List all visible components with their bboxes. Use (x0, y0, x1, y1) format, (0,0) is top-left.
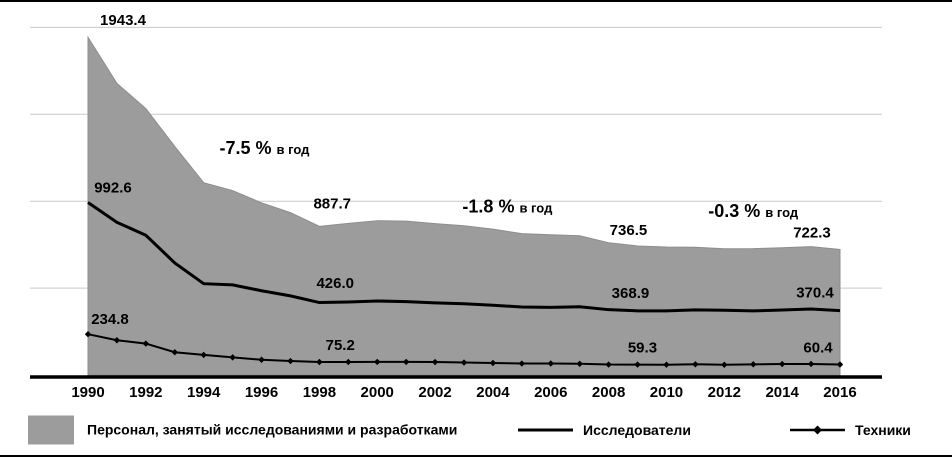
technician-marker-icon (431, 358, 439, 366)
technician-marker-icon (807, 360, 815, 368)
x-tick-label: 1994 (187, 384, 221, 401)
x-tick-label: 2000 (361, 384, 394, 401)
trend-annotation: -0.3 % в год (708, 201, 799, 221)
point-label: 234.8 (91, 311, 129, 328)
technician-marker-icon (84, 330, 92, 338)
technician-marker-icon (750, 361, 757, 368)
technician-marker-icon (489, 359, 497, 367)
point-label: 370.4 (796, 285, 834, 302)
point-label: 59.3 (628, 340, 657, 357)
legend-item-researchers: Исследователи (518, 422, 691, 438)
x-tick-label: 2010 (650, 384, 683, 401)
x-tick-label: 2004 (476, 384, 510, 401)
area-swatch-icon (28, 415, 74, 444)
rnd-personnel-chart: 1990 1992 1994 1996 1998 2000 2002 2004 2006 2008… (30, 12, 882, 401)
technician-marker-icon (345, 358, 352, 366)
legend-item-technicians: Техники (790, 422, 911, 438)
point-label: 426.0 (316, 275, 354, 292)
area-series-personnel (87, 35, 841, 376)
x-tick-label: 1998 (303, 384, 336, 401)
technician-marker-icon (229, 354, 236, 361)
legend-label-technicians: Техники (855, 421, 911, 438)
technician-marker-icon (518, 360, 526, 367)
x-tick-label: 1996 (245, 384, 278, 401)
point-label: 1943.4 (100, 12, 147, 29)
technician-marker-icon (200, 351, 207, 359)
x-tick-label: 2002 (418, 384, 451, 401)
legend-label-personnel: Персонал, занятый исследованиями и разра… (87, 421, 458, 438)
x-tick-label: 1992 (129, 384, 162, 401)
point-label: 736.5 (610, 222, 648, 239)
technician-marker-icon (316, 358, 323, 366)
legend-label-researchers: Исследователи (583, 421, 691, 438)
trend-annotation: -7.5 % в год (219, 138, 310, 158)
line-marker-swatch-icon (790, 425, 845, 434)
x-tick-label: 2012 (708, 384, 741, 401)
point-label: 60.4 (803, 340, 833, 357)
trend-annotation: -1.8 % в год (462, 196, 553, 216)
point-label: 75.2 (326, 337, 355, 354)
technician-marker-icon (460, 359, 468, 366)
technician-marker-icon (547, 360, 554, 367)
technician-marker-icon (692, 361, 699, 368)
x-tick-label: 2014 (765, 384, 799, 401)
chart-legend: Персонал, занятый исследованиями и разра… (0, 404, 952, 455)
technician-marker-icon (663, 361, 670, 368)
technician-marker-icon (142, 340, 150, 347)
technician-marker-icon (258, 356, 265, 363)
point-label: 887.7 (313, 196, 351, 213)
legend-item-personnel: Персонал, занятый исследованиями и разра… (28, 415, 457, 444)
technician-marker-icon (778, 360, 786, 368)
point-label: 368.9 (612, 285, 650, 302)
technician-marker-icon (576, 360, 583, 367)
point-label: 722.3 (793, 224, 831, 241)
x-tick-label: 1990 (71, 384, 104, 401)
technician-marker-icon (287, 357, 294, 365)
technician-marker-icon (402, 358, 410, 366)
technician-marker-icon (836, 361, 844, 368)
technician-marker-icon (374, 358, 381, 366)
x-tick-label: 2008 (592, 384, 625, 401)
line-swatch-icon (518, 428, 573, 431)
technician-marker-icon (113, 337, 121, 344)
technician-marker-icon (605, 361, 612, 368)
point-label: 992.6 (94, 179, 132, 196)
line-series-researchers (87, 201, 841, 313)
technician-marker-icon (171, 349, 178, 356)
x-tick-label: 2006 (534, 384, 567, 401)
technician-marker-icon (634, 361, 641, 368)
x-tick-label: 2016 (823, 384, 856, 401)
technician-marker-icon (721, 361, 728, 368)
